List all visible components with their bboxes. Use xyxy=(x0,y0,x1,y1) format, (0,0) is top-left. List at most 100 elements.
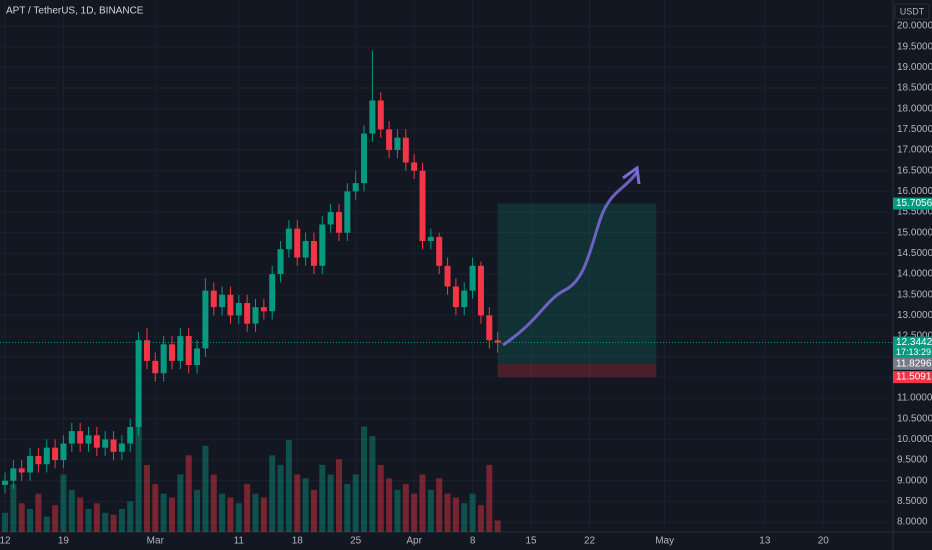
price-tag-label: 11.8296 xyxy=(896,358,932,369)
volume-bar xyxy=(10,484,17,532)
y-tick-label: 18.0000 xyxy=(897,103,932,114)
volume-bar xyxy=(35,493,42,532)
candle-body xyxy=(394,137,401,151)
candle-body xyxy=(352,183,359,192)
x-tick-label: 8 xyxy=(470,536,476,547)
volume-bar xyxy=(177,474,184,532)
candle-body xyxy=(477,265,484,316)
x-tick-label: 25 xyxy=(350,536,362,547)
volume-bar xyxy=(277,464,284,532)
volume-bar xyxy=(461,503,468,532)
volume-bar xyxy=(160,493,167,532)
arrow-head xyxy=(622,165,641,185)
volume-bar xyxy=(52,505,59,532)
y-tick-label: 19.5000 xyxy=(897,41,932,52)
candle-body xyxy=(386,129,393,151)
y-tick-label: 16.5000 xyxy=(897,165,932,176)
candle-body xyxy=(202,290,209,349)
y-tick-label: 18.5000 xyxy=(897,83,932,94)
volume-bar xyxy=(419,474,426,532)
candle-body xyxy=(93,435,100,448)
plot xyxy=(0,0,893,532)
candle-body xyxy=(52,447,59,461)
volume-bar xyxy=(344,484,351,532)
candle-body xyxy=(444,265,451,287)
candle-body xyxy=(494,340,501,343)
candle-body xyxy=(319,224,326,266)
volume-bar xyxy=(152,484,159,532)
x-tick-label: 19 xyxy=(58,536,70,547)
volume-bar xyxy=(185,455,192,532)
y-tick-label: 12.5000 xyxy=(897,331,932,342)
volume-bar xyxy=(327,474,334,532)
volume-bar xyxy=(102,512,109,532)
y-tick-label: 14.0000 xyxy=(897,269,932,280)
y-tick-label: 15.0000 xyxy=(897,227,932,238)
y-tick-label: 13.0000 xyxy=(897,310,932,321)
x-tick-label: Mar xyxy=(147,536,165,547)
candle-body xyxy=(219,294,226,308)
y-tick-label: 10.0000 xyxy=(897,434,932,445)
candle-body xyxy=(85,435,92,444)
y-tick-label: 8.0000 xyxy=(897,517,928,528)
volume-bar xyxy=(227,497,234,532)
y-tick-label: 11.0000 xyxy=(897,393,932,404)
volume-bar xyxy=(135,417,142,532)
candle-body xyxy=(60,443,67,461)
volume-bar xyxy=(294,474,301,532)
volume-bar xyxy=(68,489,75,532)
volume-bar xyxy=(252,493,259,532)
candle-body xyxy=(452,286,459,308)
candle-body xyxy=(18,468,25,473)
volume-bar xyxy=(2,512,8,532)
volume-bar xyxy=(369,436,376,532)
stop-zone xyxy=(497,363,657,378)
x-tick-label: Apr xyxy=(406,536,422,547)
volume-bar xyxy=(494,520,501,532)
candle-body xyxy=(210,290,217,308)
y-tick-label: 10.5000 xyxy=(897,413,932,424)
volume-bar xyxy=(60,474,67,532)
candle-body xyxy=(169,344,175,361)
volume-bar xyxy=(444,493,451,532)
volume-bar xyxy=(310,489,317,532)
candle-body xyxy=(77,431,84,444)
candle-body xyxy=(486,315,493,341)
y-tick-label: 16.0000 xyxy=(897,186,932,197)
volume-bar xyxy=(77,497,84,532)
volume-bar xyxy=(302,478,309,532)
candle-body xyxy=(344,191,351,233)
candle-body xyxy=(252,307,259,324)
candle-body xyxy=(177,336,184,361)
volume-bar xyxy=(361,426,368,532)
volume-bar xyxy=(427,489,434,532)
candle-body xyxy=(302,240,309,258)
candle-body xyxy=(27,455,34,473)
candle-body xyxy=(244,302,251,324)
volume-bar xyxy=(235,503,242,532)
candle-body xyxy=(277,249,284,275)
candle-body xyxy=(285,228,292,250)
candle-body xyxy=(68,431,75,444)
volume-bar xyxy=(169,497,175,532)
x-tick-label: 22 xyxy=(584,536,596,547)
symbol-title: APT / TetherUS, 1D, BINANCE xyxy=(6,6,144,17)
currency-box[interactable] xyxy=(894,3,930,20)
volume-bar xyxy=(336,459,342,532)
candle-body xyxy=(10,468,17,481)
candle-body xyxy=(369,100,376,134)
volume-bar xyxy=(452,497,459,532)
y-tick-label: 9.5000 xyxy=(897,455,928,466)
price-tag xyxy=(893,197,932,210)
volume-bar xyxy=(143,464,150,532)
y-tick-label: 19.0000 xyxy=(897,62,932,73)
candle-body xyxy=(135,340,142,428)
candle-body xyxy=(336,212,342,233)
volume-bar xyxy=(477,505,484,532)
x-tick-label: 12 xyxy=(0,536,11,547)
candle-body xyxy=(227,294,234,316)
volume-bar xyxy=(377,464,384,532)
candle-body xyxy=(43,447,50,465)
volume-bar xyxy=(118,509,125,532)
candle-body xyxy=(310,240,317,266)
